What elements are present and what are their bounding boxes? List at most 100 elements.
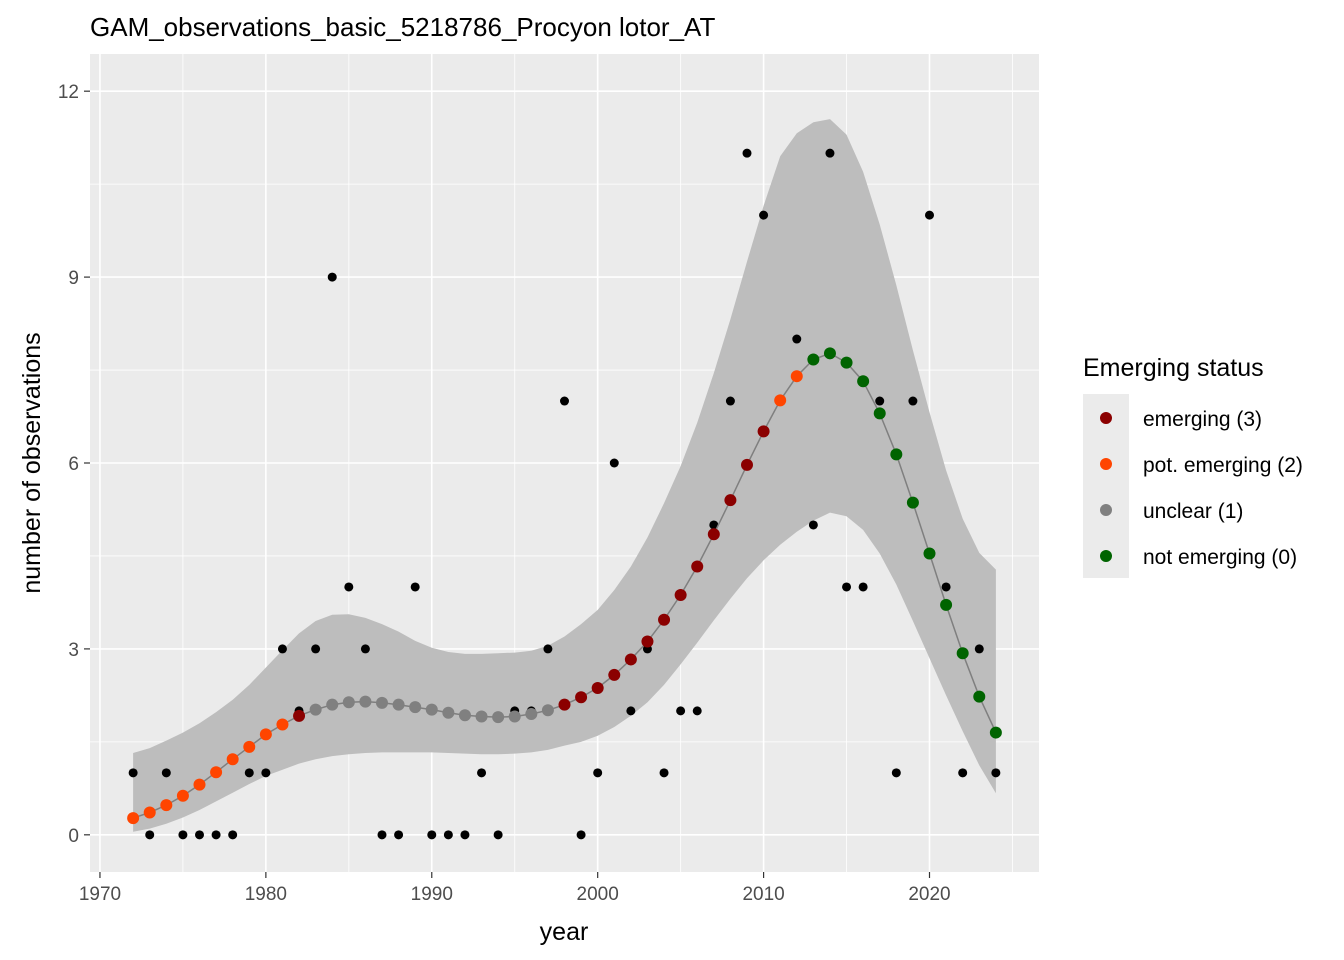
legend-key-emerging bbox=[1100, 412, 1112, 424]
observation-point bbox=[593, 768, 603, 778]
y-tick-label: 12 bbox=[58, 82, 79, 103]
observation-point bbox=[277, 644, 287, 654]
fit-point bbox=[707, 528, 720, 541]
fit-point bbox=[923, 547, 936, 560]
fit-point bbox=[956, 647, 969, 660]
fit-point bbox=[658, 613, 671, 626]
fit-point bbox=[226, 753, 239, 766]
fit-point bbox=[127, 812, 140, 825]
fit-point bbox=[193, 778, 206, 791]
observation-point bbox=[228, 830, 238, 840]
observation-point bbox=[576, 830, 586, 840]
observation-point bbox=[908, 396, 918, 406]
fit-point bbox=[807, 353, 820, 366]
fit-point bbox=[641, 635, 654, 648]
fit-point bbox=[691, 560, 704, 573]
observation-point bbox=[410, 582, 420, 592]
y-tick-label: 3 bbox=[68, 640, 79, 661]
observation-point bbox=[991, 768, 1001, 778]
confidence-ribbon bbox=[133, 119, 996, 832]
observation-point bbox=[676, 706, 686, 716]
observation-point bbox=[493, 830, 503, 840]
observation-point bbox=[377, 830, 387, 840]
fit-point bbox=[940, 598, 953, 611]
observation-point bbox=[609, 458, 619, 468]
observation-point bbox=[178, 830, 188, 840]
legend-key-not-emerging bbox=[1100, 550, 1112, 562]
x-axis-title: year bbox=[540, 918, 589, 946]
legend-label-not-emerging: not emerging (0) bbox=[1143, 546, 1297, 569]
y-axis-title: number of observations bbox=[18, 332, 46, 593]
legend: Emerging status emerging (3) pot. emergi… bbox=[1083, 354, 1303, 578]
observation-point bbox=[145, 830, 155, 840]
fit-point bbox=[359, 695, 372, 708]
observation-point bbox=[543, 644, 553, 654]
y-tick-label: 6 bbox=[68, 454, 79, 475]
observation-point bbox=[327, 272, 337, 282]
legend-label-unclear: unclear (1) bbox=[1143, 500, 1243, 523]
observation-point bbox=[825, 148, 835, 158]
fit-point bbox=[309, 703, 322, 716]
fit-point bbox=[143, 806, 156, 819]
fit-points bbox=[127, 347, 1002, 825]
fit-point bbox=[376, 696, 388, 709]
legend-key-unclear bbox=[1100, 504, 1112, 516]
observation-point bbox=[925, 210, 934, 220]
fit-point bbox=[674, 588, 687, 601]
fit-point bbox=[790, 370, 803, 383]
observation-point bbox=[725, 396, 735, 406]
fit-point bbox=[326, 698, 339, 711]
fit-point bbox=[973, 690, 986, 703]
fit-point bbox=[210, 766, 223, 779]
fit-point bbox=[724, 494, 737, 507]
observation-point bbox=[759, 210, 769, 220]
legend-key-background bbox=[1083, 394, 1129, 578]
fit-point bbox=[624, 653, 637, 666]
fit-point bbox=[989, 726, 1002, 739]
fit-point bbox=[276, 718, 289, 731]
observation-point bbox=[460, 830, 470, 840]
fit-point bbox=[840, 356, 853, 369]
x-tick-label: 2010 bbox=[742, 884, 784, 905]
fit-point bbox=[906, 496, 919, 509]
x-tick-label: 2020 bbox=[908, 884, 950, 905]
observation-point bbox=[195, 830, 204, 840]
observation-point bbox=[311, 644, 321, 654]
fit-point bbox=[243, 740, 256, 753]
legend-key-pot-emerging bbox=[1100, 458, 1112, 470]
observation-point bbox=[875, 396, 885, 406]
fit-point bbox=[541, 704, 554, 717]
fit-point bbox=[757, 425, 770, 438]
observation-point bbox=[858, 582, 868, 592]
observation-point bbox=[792, 334, 802, 344]
x-tick-label: 1970 bbox=[79, 884, 121, 905]
observation-point bbox=[958, 768, 968, 778]
observation-point bbox=[941, 582, 951, 592]
fit-point bbox=[392, 698, 405, 711]
fit-point bbox=[857, 375, 870, 388]
y-tick-label: 9 bbox=[68, 268, 79, 289]
fit-point bbox=[741, 458, 753, 471]
x-tick-label: 1980 bbox=[245, 884, 287, 905]
fit-point bbox=[458, 709, 471, 722]
fit-point bbox=[442, 706, 455, 719]
fit-point bbox=[293, 709, 306, 722]
observation-point bbox=[394, 830, 404, 840]
observation-point bbox=[344, 582, 354, 592]
axes: 1970 1980 1990 2000 2010 2020 0 3 6 9 12 bbox=[58, 82, 951, 905]
observation-point bbox=[560, 396, 569, 406]
fit-point bbox=[608, 668, 621, 681]
observation-point bbox=[709, 520, 719, 530]
observation-point bbox=[261, 768, 271, 778]
fit-point bbox=[409, 701, 422, 714]
x-tick-label: 2000 bbox=[577, 884, 619, 905]
observation-point bbox=[244, 768, 254, 778]
x-tick-label: 1990 bbox=[411, 884, 453, 905]
fit-point bbox=[591, 681, 604, 694]
observation-point bbox=[659, 768, 669, 778]
observation-point bbox=[477, 768, 487, 778]
y-tick-label: 0 bbox=[68, 826, 79, 847]
observation-point bbox=[808, 520, 818, 530]
fit-point bbox=[873, 407, 886, 420]
